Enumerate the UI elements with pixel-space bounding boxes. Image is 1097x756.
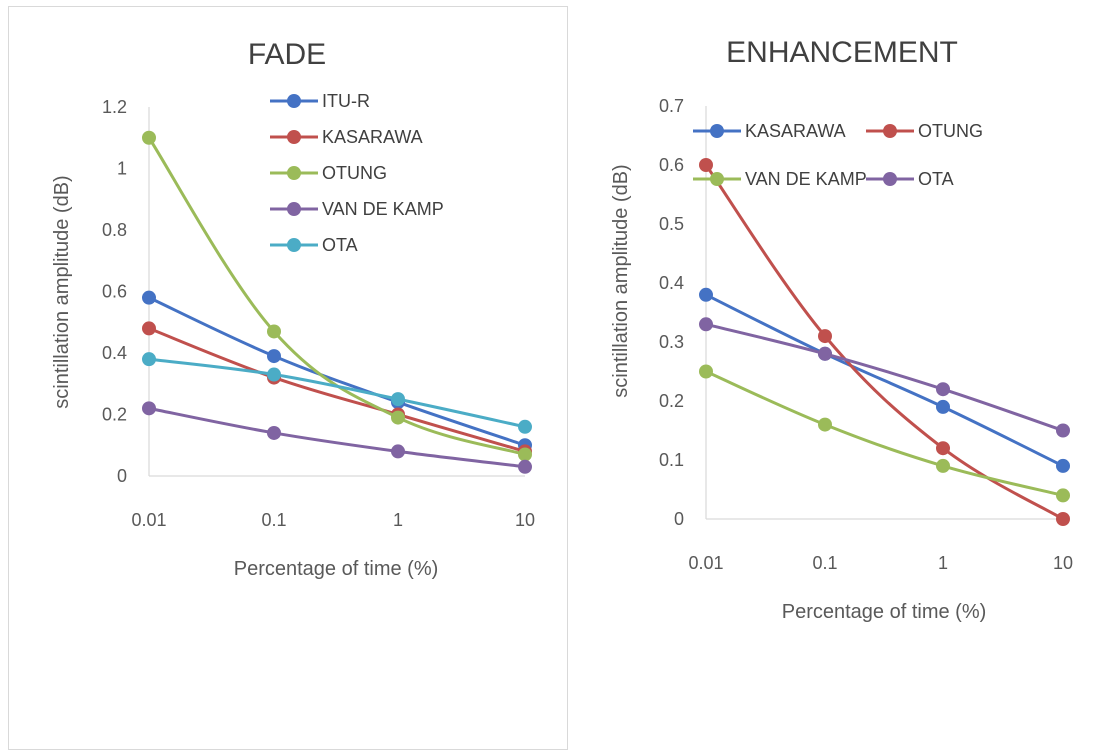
enhancement-point-otung [699, 158, 713, 172]
fade-point-otung [391, 410, 405, 425]
enhancement-legend-marker [710, 124, 724, 138]
enhancement-point-otung [818, 329, 832, 344]
enhancement-legend-marker [883, 124, 897, 138]
fade-series-line-kasarawa [147, 326, 527, 453]
fade-x-tick-label: 10 [515, 510, 535, 530]
enhancement-legend-label: VAN DE KAMP [745, 169, 867, 189]
enhancement-legend-label: OTA [918, 169, 954, 189]
enhancement-point-otung [936, 441, 950, 456]
fade-x-tick-label: 0.01 [131, 510, 166, 530]
fade-point-van-de-kamp [391, 444, 405, 459]
fade-point-otung [518, 447, 532, 462]
fade-y-tick-label: 1 [117, 159, 127, 179]
enhancement-legend-marker [710, 172, 724, 186]
enhancement-y-tick-label: 0.4 [659, 273, 684, 293]
enhancement-y-tick-label: 0.7 [659, 96, 684, 116]
fade-legend-label: VAN DE KAMP [322, 199, 444, 219]
fade-point-itu-r [142, 290, 156, 305]
fade-legend-label: OTUNG [322, 163, 387, 183]
fade-legend-label: ITU-R [322, 91, 370, 111]
enhancement-y-axis-title: scintillation amplitude (dB) [610, 164, 632, 397]
fade-x-tick-label: 1 [393, 510, 403, 530]
fade-legend-marker [287, 202, 301, 216]
fade-y-tick-label: 0.2 [102, 405, 127, 425]
fade-series-line-ota [147, 357, 527, 429]
enhancement-series-line-kasarawa [704, 293, 1065, 468]
enhancement-x-tick-label: 1 [938, 553, 948, 573]
fade-series-line-otung [147, 136, 527, 456]
enhancement-series-line-ota [704, 322, 1065, 432]
fade-y-axis-title: scintillation amplitude (dB) [51, 175, 73, 408]
enhancement-legend-marker [883, 172, 897, 186]
enhancement-x-tick-label: 0.1 [812, 553, 837, 573]
enhancement-chart: ENHANCEMENT 0 0.1 0.2 0.3 0.4 0.5 0.6 0.7 0.01 0… [610, 36, 1073, 623]
fade-legend-label: OTA [322, 235, 358, 255]
enhancement-point-ota [818, 346, 832, 361]
enhancement-x-tick-label: 10 [1053, 553, 1073, 573]
fade-y-tick-label: 0 [117, 466, 127, 486]
enhancement-chart-title: ENHANCEMENT [726, 36, 958, 69]
enhancement-series-line-otung [704, 163, 1065, 521]
fade-legend-marker [287, 238, 301, 252]
enhancement-point-van-de-kamp [1056, 488, 1070, 503]
fade-point-ota [391, 392, 405, 407]
enhancement-point-van-de-kamp [818, 417, 832, 432]
enhancement-y-tick-label: 0.6 [659, 155, 684, 175]
fade-y-tick-label: 0.8 [102, 220, 127, 240]
fade-series-line-van-de-kamp [147, 406, 527, 469]
fade-y-tick-label: 0.6 [102, 282, 127, 302]
enhancement-x-tick-label: 0.01 [688, 553, 723, 573]
enhancement-point-kasarawa [936, 399, 950, 414]
enhancement-y-tick-label: 0.2 [659, 391, 684, 411]
enhancement-point-ota [936, 382, 950, 397]
fade-point-ota [142, 352, 156, 367]
fade-point-itu-r [267, 349, 281, 364]
fade-point-otung [267, 324, 281, 339]
enhancement-y-tick-label: 0.3 [659, 332, 684, 352]
enhancement-legend-label: KASARAWA [745, 121, 846, 141]
fade-series-line-itu-r [147, 296, 527, 447]
enhancement-y-tick-label: 0.5 [659, 214, 684, 234]
enhancement-point-ota [699, 317, 713, 332]
enhancement-x-axis-title: Percentage of time (%) [782, 601, 987, 623]
fade-legend-marker [287, 166, 301, 180]
fade-point-van-de-kamp [518, 459, 532, 474]
fade-point-ota [267, 367, 281, 382]
fade-legend-label: KASARAWA [322, 127, 423, 147]
enhancement-y-tick-label: 0 [674, 509, 684, 529]
fade-point-van-de-kamp [267, 425, 281, 440]
fade-chart-title: FADE [248, 38, 326, 71]
enhancement-point-ota [1056, 423, 1070, 438]
fade-point-van-de-kamp [142, 401, 156, 416]
enhancement-point-kasarawa [1056, 458, 1070, 473]
fade-y-tick-label: 1.2 [102, 97, 127, 117]
enhancement-legend: KASARAWA OTUNG VAN DE KAMP OTA [693, 121, 983, 189]
enhancement-point-kasarawa [699, 287, 713, 302]
enhancement-legend-label: OTUNG [918, 121, 983, 141]
enhancement-y-tick-label: 0.1 [659, 450, 684, 470]
enhancement-point-otung [1056, 512, 1070, 526]
fade-legend: ITU-R KASARAWA OTUNG VAN DE KAMP OTA [270, 91, 444, 255]
fade-x-tick-label: 0.1 [261, 510, 286, 530]
fade-x-axis-title: Percentage of time (%) [234, 558, 439, 580]
fade-point-otung [142, 130, 156, 145]
fade-point-kasarawa [142, 321, 156, 336]
fade-legend-marker [287, 94, 301, 108]
enhancement-series-line-van-de-kamp [704, 370, 1065, 497]
fade-y-tick-label: 0.4 [102, 343, 127, 363]
enhancement-point-van-de-kamp [936, 458, 950, 473]
fade-chart: FADE 0 0.2 0.4 0.6 0.8 1 1.2 0.01 0.1 1 10 Percen… [51, 38, 535, 580]
fade-legend-marker [287, 130, 301, 144]
fade-point-ota [518, 419, 532, 434]
enhancement-point-van-de-kamp [699, 364, 713, 379]
